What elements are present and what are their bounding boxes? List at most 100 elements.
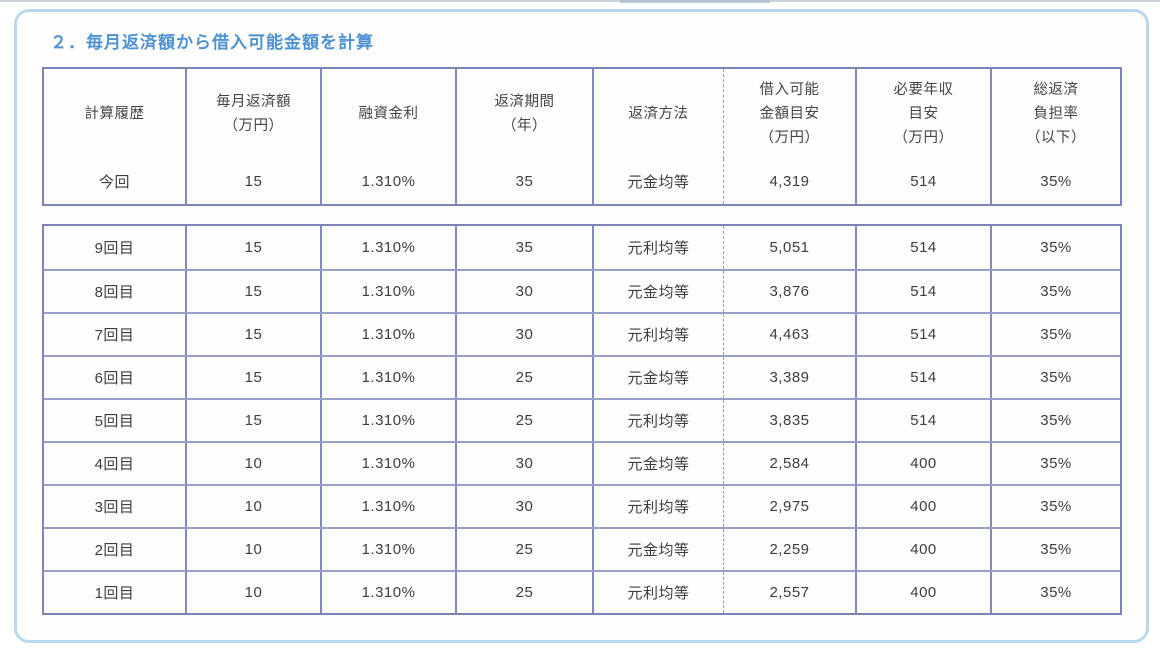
header-line: 返済方法 [628,106,689,122]
table-cell: 元利均等 [594,486,724,527]
calculation-history-table: 9回目 15 1.310% 35 元利均等 5,051 514 35% 8回目 15 1.310% 3… [42,224,1122,615]
table-cell: 35% [1040,455,1072,472]
current-calculation-body: 今回 15 1.310% 35 元金均等 4,319 514 35% [44,159,1120,204]
table-cell: 30 [457,314,594,355]
table-cell: 4,463 [724,314,857,355]
table-cell: 35% [1040,173,1072,190]
table-cell: 35% [1040,412,1072,429]
scan-artifact-line [0,0,1160,2]
header-line: （以下） [1026,130,1086,146]
history-row-0: 9回目 15 1.310% 35 元利均等 5,051 514 35% [44,226,1120,269]
col-header-borrowable-amount: 借入可能 金額目安 （万円） [724,69,857,159]
table-cell: 元金均等 [594,443,724,484]
table-cell: 514 [857,314,992,355]
table-cell: 2,975 [724,486,857,527]
table-cell: 30 [457,443,594,484]
table-cell: 10 [187,529,322,570]
table-cell: 514 [857,271,992,312]
header-line: 目安 [908,106,939,122]
table-cell: 35% [1040,326,1072,343]
table-cell: 元利均等 [594,314,724,355]
table-cell: 2,259 [724,529,857,570]
table-cell: 10 [187,486,322,527]
col-header-repayment-period: 返済期間 （年） [457,69,594,159]
table-cell: 35% [1040,369,1072,386]
header-line: （万円） [223,118,284,134]
history-row-3: 6回目 15 1.310% 25 元金均等 3,389 514 35% [44,355,1120,398]
table-cell: 1.310% [322,443,457,484]
table-cell: 10 [187,443,322,484]
table-cell: 30 [457,271,594,312]
current-row-0: 今回 15 1.310% 35 元金均等 4,319 514 35% [44,159,1120,204]
table-cell: 3,835 [724,400,857,441]
col-header-repayment-method: 返済方法 [594,69,724,159]
table-cell: 元金均等 [594,357,724,398]
header-line: 負担率 [1033,106,1079,122]
table-cell: 30 [457,486,594,527]
table-cell: 15 [187,271,322,312]
table-cell: 元金均等 [594,159,724,204]
table-cell: 400 [857,572,992,613]
table-cell: 15 [187,226,322,269]
table-cell: 400 [857,529,992,570]
history-row-7: 2回目 10 1.310% 25 元金均等 2,259 400 35% [44,527,1120,570]
header-line: 総返済 [1033,82,1079,98]
table-cell: 7回目 [44,314,187,355]
header-line: 必要年収 [893,82,954,98]
table-cell: 2回目 [44,529,187,570]
table-cell: 1.310% [322,159,457,204]
table-cell: 35% [1040,283,1072,300]
table-cell: 1.310% [322,314,457,355]
header-line: 返済期間 [494,94,555,110]
table-cell: 3,389 [724,357,857,398]
table-cell: 元利均等 [594,572,724,613]
table-cell: 514 [857,400,992,441]
table-cell: 1.310% [322,271,457,312]
table-cell: 元金均等 [594,529,724,570]
history-row-5: 4回目 10 1.310% 30 元金均等 2,584 400 35% [44,441,1120,484]
table-cell: 8回目 [44,271,187,312]
table-cell: 514 [857,357,992,398]
table-cell: 35 [457,226,594,269]
content-panel: ２．毎月返済額から借入可能金額を計算 計算履歴 毎月返済額 （万円） 融資金利 返済期間… [14,9,1149,643]
history-row-1: 8回目 15 1.310% 30 元金均等 3,876 514 35% [44,269,1120,312]
col-header-calc-history: 計算履歴 [44,69,187,159]
table-cell: 35% [1040,498,1072,515]
scan-artifact-smudge [620,0,770,3]
current-calculation-table: 計算履歴 毎月返済額 （万円） 融資金利 返済期間 （年） 返済方法 借入可能 金額目安 （万円）… [42,67,1122,206]
table-cell: 15 [187,357,322,398]
table-cell: 5回目 [44,400,187,441]
table-header-row: 計算履歴 毎月返済額 （万円） 融資金利 返済期間 （年） 返済方法 借入可能 金額目安 （万円）… [44,69,1120,159]
header-line: （万円） [759,130,820,146]
table-cell: 1.310% [322,486,457,527]
table-cell: 25 [457,357,594,398]
section-title: ２．毎月返済額から借入可能金額を計算 [50,33,374,52]
header-line: （年） [502,118,547,134]
header-line: 金額目安 [759,106,820,122]
table-cell: 1回目 [44,572,187,613]
table-cell: 15 [187,314,322,355]
table-cell: 35% [1040,541,1072,558]
table-cell: 35 [457,159,594,204]
table-cell: 10 [187,572,322,613]
table-cell: 1.310% [322,226,457,269]
table-cell: 1.310% [322,572,457,613]
table-cell: 4回目 [44,443,187,484]
table-cell: 6回目 [44,357,187,398]
table-cell: 元利均等 [594,226,724,269]
calculation-history-body: 9回目 15 1.310% 35 元利均等 5,051 514 35% 8回目 15 1.310% 3… [44,226,1120,613]
table-cell: 514 [857,159,992,204]
table-cell: 25 [457,529,594,570]
table-cell: 35% [1040,584,1072,601]
history-row-8: 1回目 10 1.310% 25 元利均等 2,557 400 35% [44,570,1120,613]
table-cell: 元金均等 [594,271,724,312]
col-header-monthly-repayment: 毎月返済額 （万円） [187,69,322,159]
table-cell: 400 [857,486,992,527]
table-cell: 9回目 [44,226,187,269]
table-cell: 今回 [44,159,187,204]
table-cell: 2,584 [724,443,857,484]
table-cell: 2,557 [724,572,857,613]
table-cell: 1.310% [322,357,457,398]
table-cell: 25 [457,572,594,613]
table-cell: 元利均等 [594,400,724,441]
